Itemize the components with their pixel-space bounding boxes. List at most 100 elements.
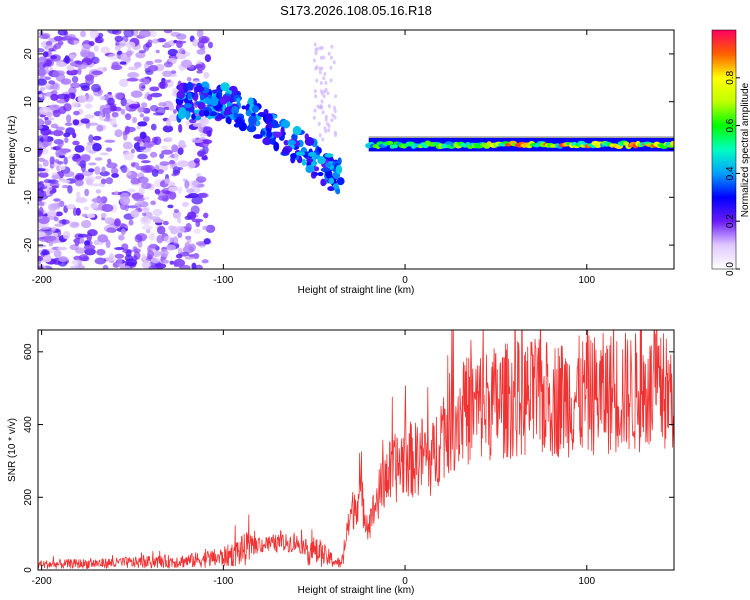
spectrogram-cell bbox=[236, 97, 241, 103]
spectrogram-cell bbox=[172, 236, 179, 245]
spectrogram-cell bbox=[334, 133, 338, 138]
spectrogram-cell bbox=[175, 253, 183, 259]
spectrogram-cell bbox=[195, 264, 203, 269]
spectrogram-cell bbox=[38, 191, 44, 198]
x-tick-label: -100 bbox=[213, 275, 233, 286]
y-tick-label: 10 bbox=[23, 96, 34, 108]
spectrogram-cell bbox=[38, 146, 44, 155]
spectrogram-cell bbox=[337, 157, 342, 165]
spectrogram-cell bbox=[325, 169, 333, 179]
spectrogram-cell bbox=[74, 145, 85, 153]
spectrogram-cell bbox=[184, 195, 194, 199]
spectrogram-cell bbox=[62, 170, 75, 178]
spectrogram-cell bbox=[147, 64, 159, 72]
colorbar-gradient bbox=[711, 29, 737, 270]
spectrogram-cell bbox=[201, 259, 209, 264]
spectrogram-cell bbox=[78, 254, 89, 262]
spectrogram-cell bbox=[99, 96, 106, 101]
spectrogram-cell bbox=[192, 180, 200, 188]
spectrogram-cell bbox=[77, 233, 89, 238]
spectrogram-cell bbox=[199, 133, 208, 137]
spectrogram-cell bbox=[49, 156, 55, 165]
snr-series-line bbox=[38, 330, 674, 569]
spectrogram-cell bbox=[69, 40, 75, 45]
spectrogram-xlabel: Height of straight line (km) bbox=[298, 285, 415, 296]
spectrogram-cell bbox=[42, 159, 49, 167]
spectrogram-cell bbox=[322, 76, 326, 81]
spectrogram-cell bbox=[108, 253, 115, 261]
spectrogram-cell bbox=[38, 62, 46, 70]
spectrogram-cell bbox=[324, 117, 328, 122]
spectrogram-cell bbox=[331, 113, 335, 118]
spectrogram-cell bbox=[174, 152, 179, 161]
spectrogram-cell bbox=[178, 48, 186, 55]
spectrogram-cell bbox=[151, 38, 160, 44]
x-tick-label: -200 bbox=[32, 275, 52, 286]
spectrogram-cell bbox=[287, 139, 296, 146]
spectrogram-cell bbox=[163, 61, 173, 68]
spectrogram-cell bbox=[75, 247, 86, 254]
spectrogram-cell bbox=[69, 221, 80, 229]
spectrogram-cell bbox=[55, 61, 67, 67]
spectrogram-cell bbox=[66, 204, 76, 210]
spectrogram-cell bbox=[308, 151, 317, 157]
spectrogram-cell bbox=[58, 256, 68, 263]
spectrogram-cell bbox=[292, 125, 302, 136]
spectrogram-cell bbox=[49, 182, 60, 187]
x-tick-label: 0 bbox=[402, 576, 408, 587]
spectrogram-cell bbox=[38, 202, 45, 207]
spectrogram-cell bbox=[320, 99, 324, 104]
spectrogram-cell bbox=[84, 74, 95, 81]
spectrogram-cell bbox=[105, 147, 113, 152]
spectrogram-cell bbox=[84, 188, 90, 197]
spectrogram-cell bbox=[324, 153, 334, 158]
y-tick-label: 20 bbox=[23, 48, 34, 60]
spectrogram-cell bbox=[92, 143, 102, 152]
spectrogram-cell bbox=[204, 54, 212, 63]
spectrogram-cell bbox=[141, 253, 146, 260]
spectrogram-cell bbox=[313, 42, 317, 47]
spectrogram-cell bbox=[186, 76, 192, 82]
spectrogram-cell bbox=[152, 208, 163, 216]
spectrogram-cell bbox=[125, 102, 130, 111]
spectrogram-cell bbox=[44, 116, 49, 120]
spectrogram-cell bbox=[56, 93, 69, 100]
spectrogram-cell bbox=[164, 178, 170, 185]
spectrogram-cell bbox=[327, 128, 331, 133]
spectrogram-cell bbox=[111, 111, 119, 118]
spectrogram-cell bbox=[215, 92, 221, 100]
spectrogram-cell bbox=[163, 235, 174, 244]
spectrogram-cell bbox=[87, 168, 95, 173]
spectrogram-cell bbox=[196, 70, 203, 74]
spectrogram-cell bbox=[134, 234, 143, 243]
spectrogram-cell bbox=[312, 58, 316, 63]
spectrogram-cell bbox=[152, 218, 164, 223]
spectrogram-cell bbox=[187, 160, 196, 169]
spectrogram-cell bbox=[333, 115, 337, 120]
spectrogram-cell bbox=[91, 70, 103, 75]
spectrogram-cell bbox=[130, 90, 143, 98]
spectrogram-cell bbox=[56, 246, 68, 251]
spectrogram-cell bbox=[64, 136, 69, 144]
spectrogram-cell bbox=[167, 204, 174, 209]
spectrogram-cell bbox=[161, 149, 174, 155]
spectrogram-cell bbox=[127, 71, 139, 79]
spectrogram-cell bbox=[93, 242, 104, 246]
spectrogram-cell bbox=[84, 94, 94, 103]
spectrogram-cell bbox=[159, 161, 170, 166]
spectrogram-cell bbox=[326, 91, 330, 96]
spectrogram-cell bbox=[52, 45, 57, 52]
spectrogram-cell bbox=[49, 104, 61, 110]
spectrogram-cell bbox=[246, 124, 257, 133]
spectrogram-cell bbox=[143, 78, 150, 85]
spectrogram-cell bbox=[120, 164, 128, 174]
spectrogram-cell bbox=[183, 103, 193, 109]
spectrogram-cell bbox=[79, 49, 89, 58]
x-tick-label: 100 bbox=[578, 576, 595, 587]
spectrogram-cell bbox=[92, 197, 104, 204]
spectrogram-cell bbox=[130, 177, 141, 185]
spectrogram-cell bbox=[107, 97, 115, 106]
